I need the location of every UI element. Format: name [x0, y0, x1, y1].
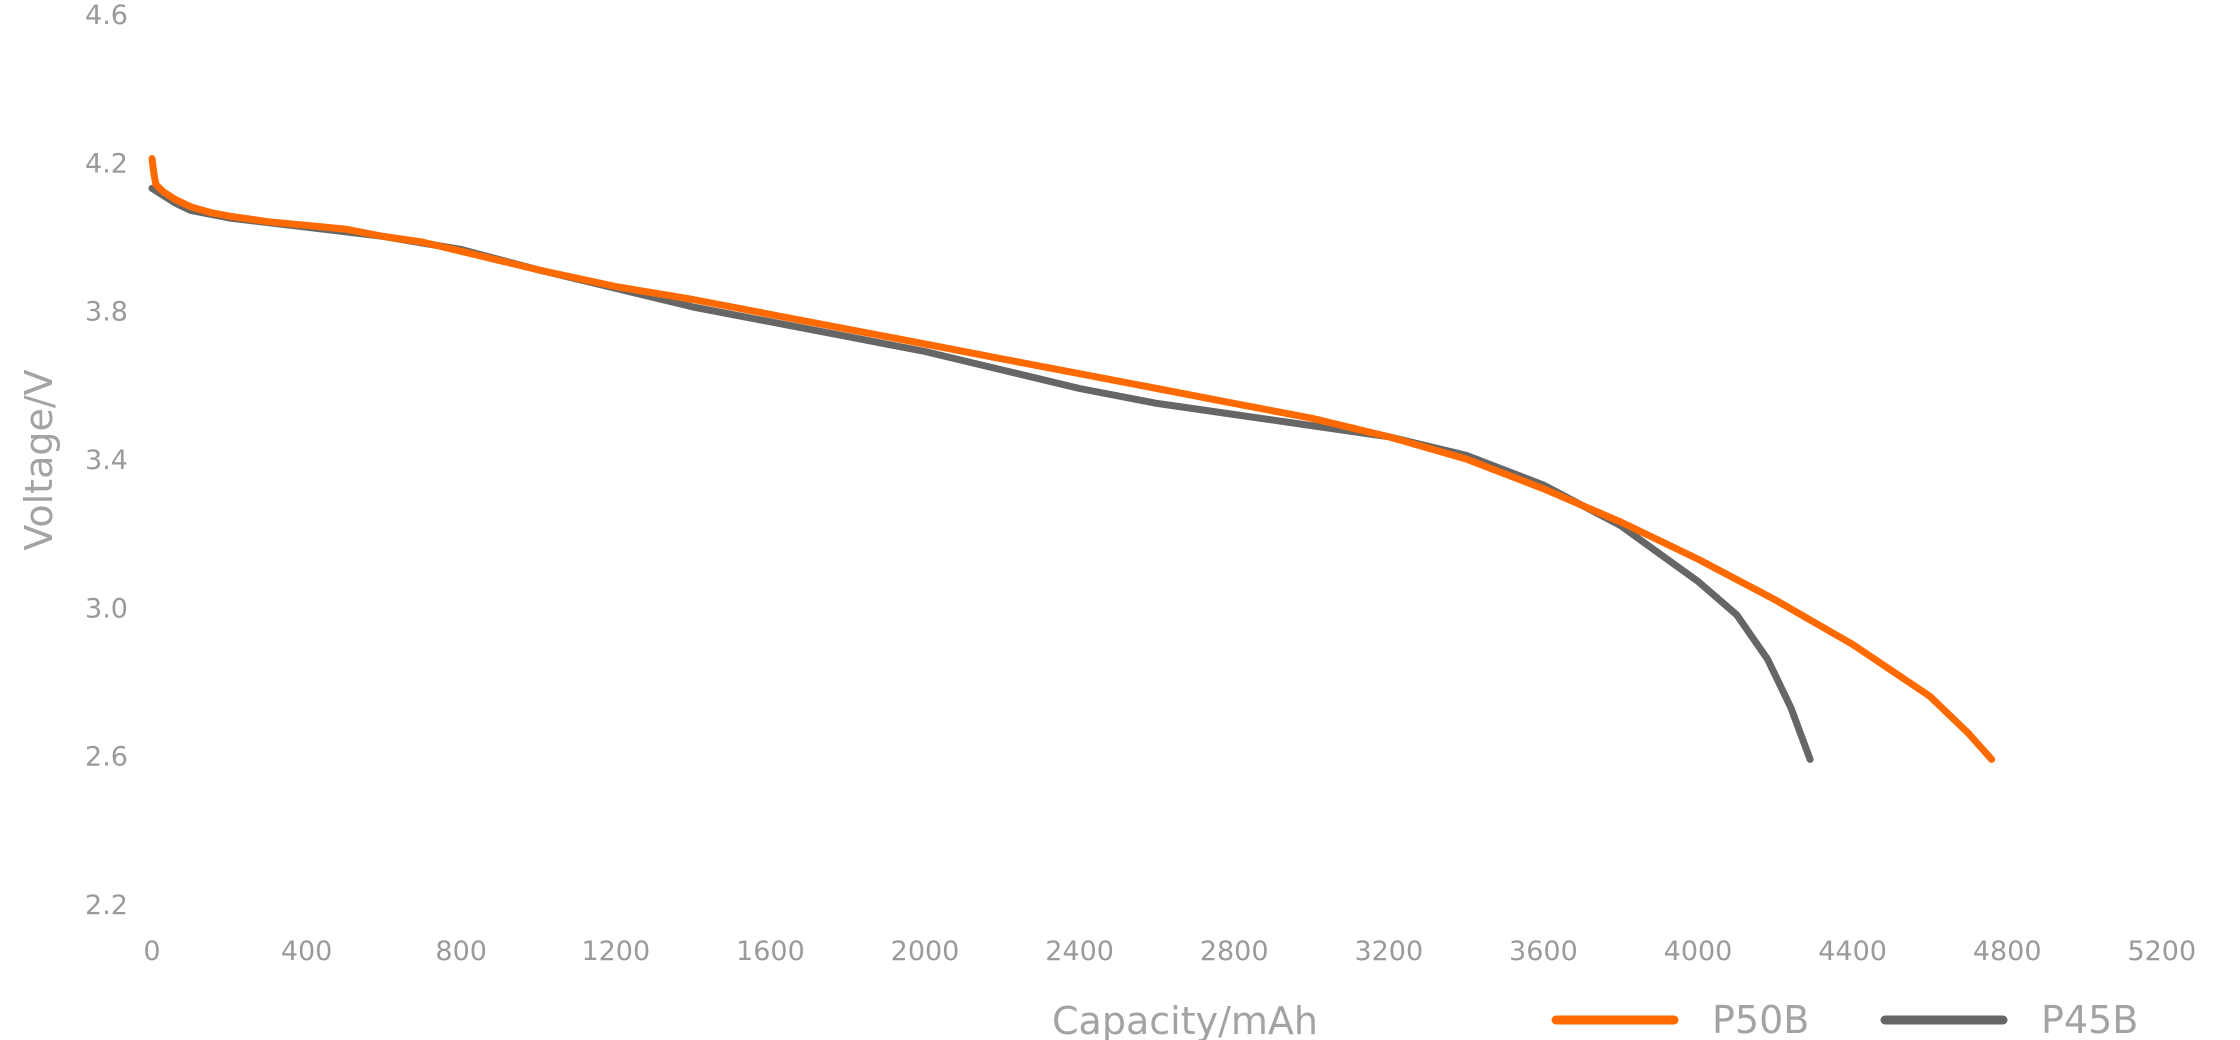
- y-tick-label: 3.4: [85, 445, 128, 476]
- x-tick-label: 1600: [736, 936, 805, 967]
- x-axis-ticks: 0 400 800 1200 1600 2000 2400 2800 3200 3600 4000 4…: [143, 936, 2196, 967]
- legend-item-p45b: P45B: [1880, 998, 2138, 1040]
- y-axis-title: Voltage/V: [17, 369, 61, 550]
- legend-item-p50b: P50B: [1551, 998, 1809, 1040]
- y-tick-label: 2.6: [85, 742, 128, 773]
- legend-label: P45B: [2041, 998, 2138, 1040]
- x-tick-label: 4800: [1973, 936, 2042, 967]
- y-axis-ticks: 4.6 4.2 3.8 3.4 3.0 2.6 2.2: [85, 0, 128, 921]
- x-tick-label: 3200: [1354, 936, 1423, 967]
- x-tick-label: 3600: [1509, 936, 1578, 967]
- x-tick-label: 5200: [2127, 936, 2196, 967]
- x-tick-label: 2800: [1200, 936, 1269, 967]
- x-tick-label: 4400: [1818, 936, 1887, 967]
- x-tick-label: 4000: [1664, 936, 1733, 967]
- x-tick-label: 800: [435, 936, 487, 967]
- y-tick-label: 4.6: [85, 0, 128, 31]
- x-axis-title: Capacity/mAh: [1052, 999, 1318, 1040]
- x-tick-label: 1200: [581, 936, 650, 967]
- legend-label: P50B: [1712, 998, 1809, 1040]
- x-tick-label: 400: [281, 936, 333, 967]
- legend: P50B P45B: [1551, 998, 2138, 1040]
- series-line-p45b: [148, 184, 1814, 763]
- y-tick-label: 4.2: [85, 148, 128, 179]
- x-tick-label: 2400: [1045, 936, 1114, 967]
- y-tick-label: 3.8: [85, 297, 128, 328]
- x-tick-label: 0: [143, 936, 160, 967]
- series-layer: [148, 155, 1996, 763]
- y-tick-label: 3.0: [85, 593, 128, 624]
- x-tick-label: 2000: [891, 936, 960, 967]
- y-tick-label: 2.2: [85, 890, 128, 921]
- series-line-p50b: [148, 155, 1996, 763]
